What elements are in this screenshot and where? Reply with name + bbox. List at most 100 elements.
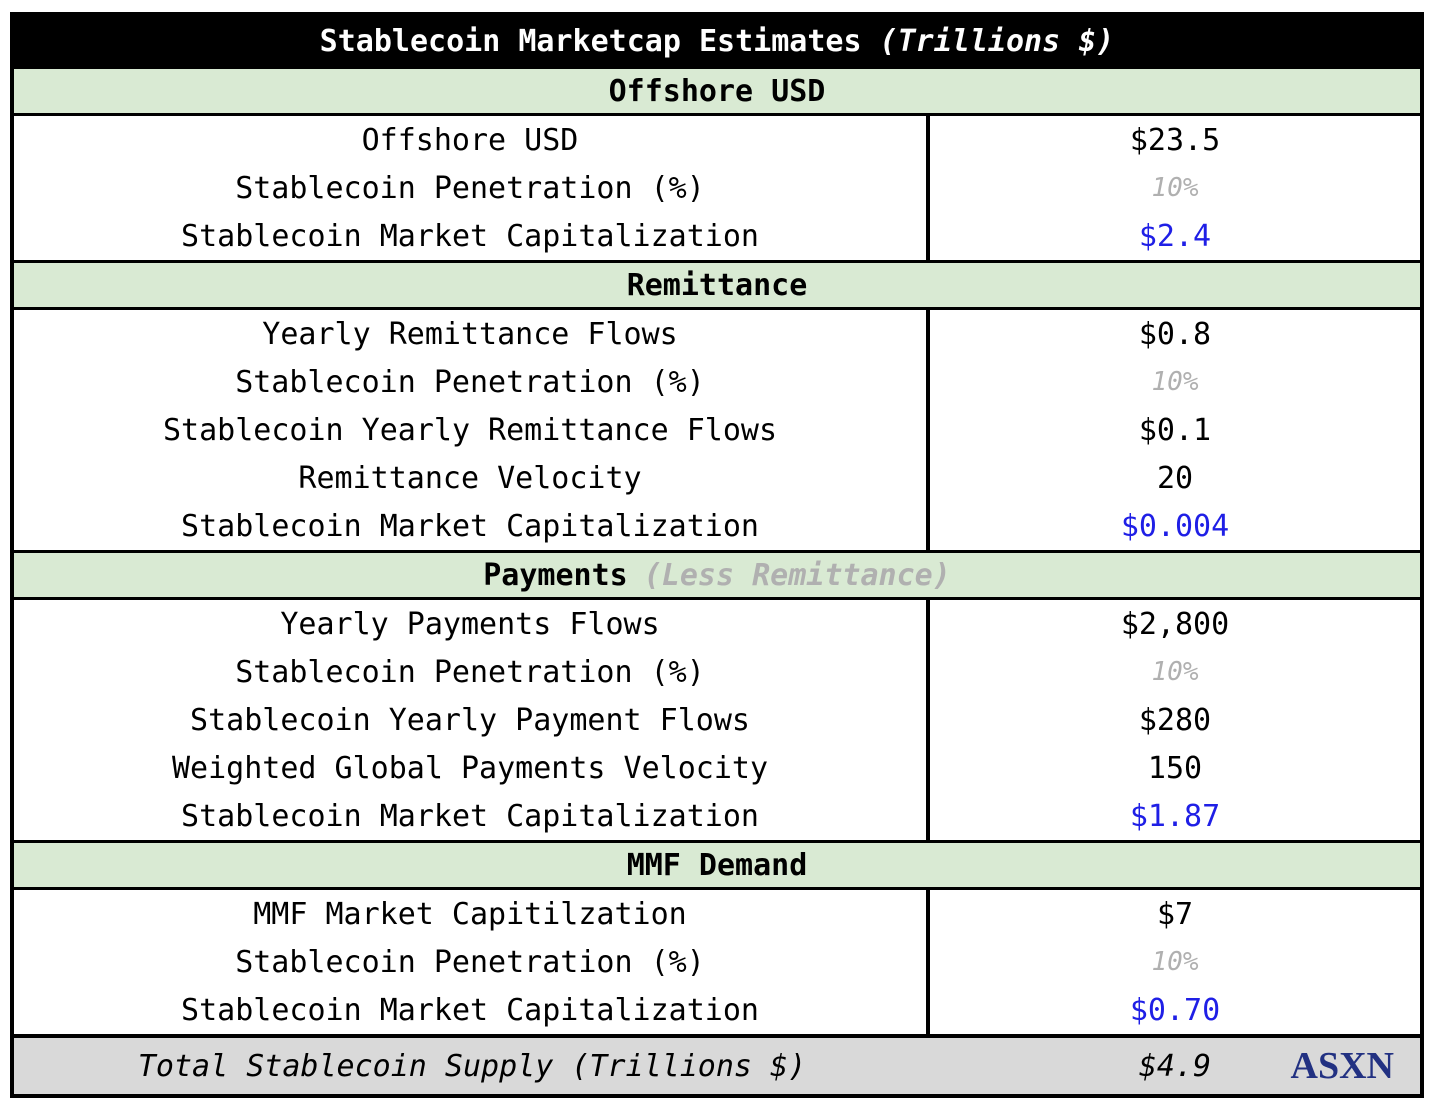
row-value: 20 bbox=[930, 454, 1420, 502]
row-label: Stablecoin Market Capitalization bbox=[14, 502, 930, 550]
row-value-text: 20 bbox=[1156, 460, 1194, 496]
row-value-text: $280 bbox=[1138, 702, 1212, 738]
section-header-note: (Less Remittance) bbox=[643, 557, 951, 593]
row-label-text: Stablecoin Market Capitalization bbox=[181, 218, 759, 254]
row-value: $0.8 bbox=[930, 310, 1420, 358]
row-value-text: $1.87 bbox=[1129, 798, 1221, 834]
table-row: Offshore USD $23.5 bbox=[14, 116, 1420, 164]
row-value: $23.5 bbox=[930, 116, 1420, 164]
row-value: 10% bbox=[930, 164, 1420, 212]
table-title-text: Stablecoin Marketcap Estimates bbox=[319, 23, 862, 59]
row-value-text: $2,800 bbox=[1120, 606, 1230, 642]
row-value-text: 150 bbox=[1147, 750, 1203, 786]
row-value-text: 10% bbox=[1151, 947, 1199, 977]
section-header-label: Payments bbox=[483, 557, 628, 593]
table-row: Stablecoin Market Capitalization $0.004 bbox=[14, 502, 1420, 550]
row-label-text: Stablecoin Market Capitalization bbox=[181, 798, 759, 834]
row-label-text: Stablecoin Penetration (%) bbox=[235, 654, 705, 690]
row-label-text: Stablecoin Market Capitalization bbox=[181, 508, 759, 544]
row-label-text: Stablecoin Yearly Remittance Flows bbox=[162, 412, 778, 448]
section-body-mmf-demand: MMF Market Capitilzation $7 Stablecoin P… bbox=[14, 890, 1420, 1034]
row-label-text: Stablecoin Market Capitalization bbox=[181, 992, 759, 1028]
row-value-text: $0.8 bbox=[1138, 316, 1212, 352]
row-label: Stablecoin Penetration (%) bbox=[14, 358, 930, 406]
row-value-text: 10% bbox=[1151, 657, 1199, 687]
row-label: Stablecoin Market Capitalization bbox=[14, 212, 930, 260]
row-label: Yearly Remittance Flows bbox=[14, 310, 930, 358]
row-label: Stablecoin Penetration (%) bbox=[14, 648, 930, 696]
row-label: Stablecoin Penetration (%) bbox=[14, 164, 930, 212]
row-value-text: $0.70 bbox=[1129, 992, 1221, 1028]
section-body-offshore-usd: Offshore USD $23.5 Stablecoin Penetratio… bbox=[14, 116, 1420, 260]
section-body-remittance: Yearly Remittance Flows $0.8 Stablecoin … bbox=[14, 310, 1420, 550]
row-value: $2,800 bbox=[930, 600, 1420, 648]
row-label: Stablecoin Market Capitalization bbox=[14, 986, 930, 1034]
row-value: $280 bbox=[930, 696, 1420, 744]
table-row: Stablecoin Market Capitalization $1.87 bbox=[14, 792, 1420, 840]
section-body-payments: Yearly Payments Flows $2,800 Stablecoin … bbox=[14, 600, 1420, 840]
row-label: MMF Market Capitilzation bbox=[14, 890, 930, 938]
row-value: $0.004 bbox=[930, 502, 1420, 550]
row-label: Remittance Velocity bbox=[14, 454, 930, 502]
row-value: $2.4 bbox=[930, 212, 1420, 260]
row-value: $0.1 bbox=[930, 406, 1420, 454]
table-row: MMF Market Capitilzation $7 bbox=[14, 890, 1420, 938]
row-value-text: $0.004 bbox=[1120, 508, 1230, 544]
section-header-label: Offshore USD bbox=[608, 73, 826, 109]
table-row: Stablecoin Penetration (%) 10% bbox=[14, 164, 1420, 212]
total-label: Total Stablecoin Supply (Trillions $) bbox=[14, 1049, 930, 1084]
table-row: Yearly Remittance Flows $0.8 bbox=[14, 310, 1420, 358]
total-label-text: Total Stablecoin Supply (Trillions $) bbox=[137, 1048, 807, 1084]
row-label-text: Remittance Velocity bbox=[298, 460, 642, 496]
row-label: Yearly Payments Flows bbox=[14, 600, 930, 648]
row-label-text: Stablecoin Penetration (%) bbox=[235, 944, 705, 980]
row-value-text: $23.5 bbox=[1129, 122, 1221, 158]
table-row: Stablecoin Market Capitalization $2.4 bbox=[14, 212, 1420, 260]
row-label-text: Weighted Global Payments Velocity bbox=[171, 750, 769, 786]
asxn-logo: ASXN bbox=[1290, 1045, 1394, 1087]
row-value-text: 10% bbox=[1151, 173, 1199, 203]
section-header-remittance: Remittance bbox=[14, 260, 1420, 310]
section-header-payments: Payments (Less Remittance) bbox=[14, 550, 1420, 600]
row-value: $1.87 bbox=[930, 792, 1420, 840]
table-row: Stablecoin Penetration (%) 10% bbox=[14, 358, 1420, 406]
section-header-offshore-usd: Offshore USD bbox=[14, 66, 1420, 116]
row-label-text: Yearly Payments Flows bbox=[280, 606, 660, 642]
row-value: $7 bbox=[930, 890, 1420, 938]
table-row: Stablecoin Yearly Remittance Flows $0.1 bbox=[14, 406, 1420, 454]
row-label-text: Yearly Remittance Flows bbox=[262, 316, 678, 352]
row-value: 10% bbox=[930, 648, 1420, 696]
section-header-label: MMF Demand bbox=[626, 847, 808, 883]
table-title-units: (Trillions $) bbox=[879, 23, 1115, 59]
row-value: 10% bbox=[930, 938, 1420, 986]
table-row: Remittance Velocity 20 bbox=[14, 454, 1420, 502]
table-row: Yearly Payments Flows $2,800 bbox=[14, 600, 1420, 648]
row-label: Stablecoin Market Capitalization bbox=[14, 792, 930, 840]
table-row: Stablecoin Penetration (%) 10% bbox=[14, 648, 1420, 696]
row-label: Stablecoin Yearly Payment Flows bbox=[14, 696, 930, 744]
row-value-text: $0.1 bbox=[1138, 412, 1212, 448]
total-value-area: $4.9 ASXN bbox=[930, 1045, 1420, 1087]
row-value: 150 bbox=[930, 744, 1420, 792]
row-value-text: 10% bbox=[1151, 367, 1199, 397]
total-value-text: $4.9 bbox=[1138, 1048, 1212, 1084]
row-label: Offshore USD bbox=[14, 116, 930, 164]
row-label: Stablecoin Penetration (%) bbox=[14, 938, 930, 986]
row-label-text: Stablecoin Penetration (%) bbox=[235, 364, 705, 400]
row-value: 10% bbox=[930, 358, 1420, 406]
table-row: Stablecoin Penetration (%) 10% bbox=[14, 938, 1420, 986]
row-value-text: $2.4 bbox=[1138, 218, 1212, 254]
row-value: $0.70 bbox=[930, 986, 1420, 1034]
table-row: Weighted Global Payments Velocity 150 bbox=[14, 744, 1420, 792]
stablecoin-estimates-table: Stablecoin Marketcap Estimates (Trillion… bbox=[10, 12, 1424, 1098]
table-title: Stablecoin Marketcap Estimates (Trillion… bbox=[14, 16, 1420, 66]
total-row: Total Stablecoin Supply (Trillions $) $4… bbox=[14, 1034, 1420, 1094]
row-label-text: Stablecoin Penetration (%) bbox=[235, 170, 705, 206]
row-label-text: MMF Market Capitilzation bbox=[253, 896, 687, 932]
table-row: Stablecoin Yearly Payment Flows $280 bbox=[14, 696, 1420, 744]
row-label: Weighted Global Payments Velocity bbox=[14, 744, 930, 792]
row-label: Stablecoin Yearly Remittance Flows bbox=[14, 406, 930, 454]
table-row: Stablecoin Market Capitalization $0.70 bbox=[14, 986, 1420, 1034]
section-header-mmf-demand: MMF Demand bbox=[14, 840, 1420, 890]
row-label-text: Offshore USD bbox=[361, 122, 579, 158]
